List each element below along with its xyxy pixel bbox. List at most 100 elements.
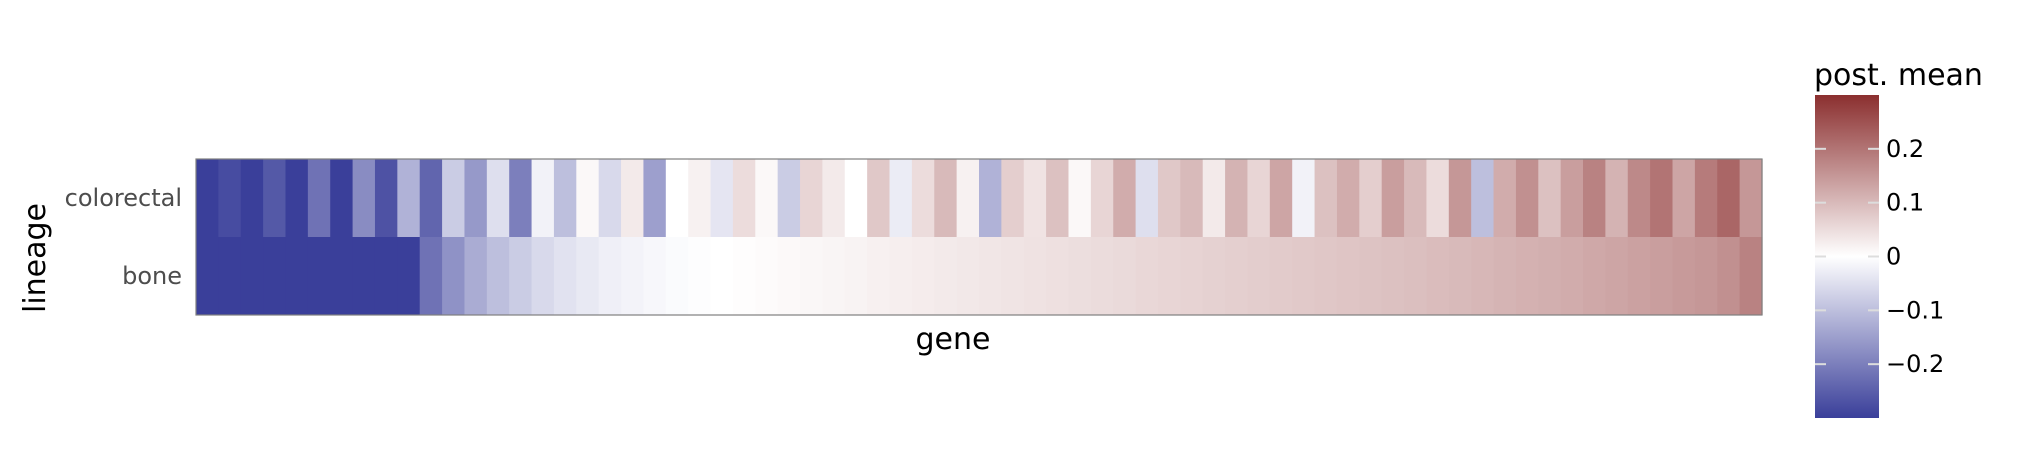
heatmap-cell-colorectal-65 <box>1650 159 1674 237</box>
heatmap-cell-bone-58 <box>1493 237 1517 315</box>
heatmap-cell-colorectal-2 <box>240 159 264 237</box>
heatmap-cell-colorectal-42 <box>1135 159 1159 237</box>
heatmap-cell-colorectal-10 <box>419 159 443 237</box>
heatmap-cell-bone-19 <box>621 237 645 315</box>
heatmap-cell-bone-1 <box>218 237 242 315</box>
heatmap-cell-colorectal-56 <box>1448 159 1472 237</box>
legend-tick-label-4: 0.2 <box>1886 135 1924 163</box>
heatmap-cell-bone-14 <box>509 237 533 315</box>
heatmap-cell-colorectal-11 <box>442 159 466 237</box>
heatmap-cell-colorectal-66 <box>1672 159 1696 237</box>
heatmap-cell-bone-55 <box>1426 237 1450 315</box>
heatmap-cell-bone-3 <box>263 237 287 315</box>
legend-tick-label-2: 0 <box>1886 243 1901 271</box>
heatmap-cell-bone-39 <box>1068 237 1092 315</box>
heatmap-cell-bone-68 <box>1717 237 1741 315</box>
heatmap-cell-bone-54 <box>1404 237 1428 315</box>
heatmap-cell-bone-48 <box>1269 237 1293 315</box>
heatmap-cell-colorectal-27 <box>800 159 823 237</box>
heatmap-cell-colorectal-21 <box>665 159 689 237</box>
heatmap-cell-colorectal-45 <box>1202 159 1226 237</box>
heatmap-cell-bone-9 <box>397 237 421 315</box>
heatmap-cell-bone-13 <box>486 237 510 315</box>
heatmap-cell-colorectal-3 <box>263 159 287 237</box>
heatmap-cell-bone-67 <box>1694 237 1718 315</box>
heatmap-cell-bone-57 <box>1471 237 1495 315</box>
heatmap-cell-bone-60 <box>1538 237 1562 315</box>
x-axis-title: gene <box>916 322 991 357</box>
heatmap-cell-colorectal-68 <box>1717 159 1741 237</box>
heatmap-cell-bone-7 <box>352 237 376 315</box>
legend-tick-label-0: −0.2 <box>1886 350 1944 378</box>
heatmap-cell-colorectal-44 <box>1180 159 1204 237</box>
heatmap-cell-bone-50 <box>1314 237 1338 315</box>
heatmap-cell-bone-69 <box>1739 237 1763 315</box>
heatmap-cell-colorectal-12 <box>464 159 488 237</box>
heatmap-cell-colorectal-52 <box>1359 159 1383 237</box>
heatmap-cell-bone-38 <box>1046 237 1070 315</box>
heatmap-cell-bone-12 <box>464 237 488 315</box>
heatmap-cell-colorectal-61 <box>1560 159 1584 237</box>
heatmap-cell-colorectal-59 <box>1515 159 1539 237</box>
heatmap-cell-bone-59 <box>1515 237 1539 315</box>
heatmap-cell-bone-15 <box>531 237 555 315</box>
heatmap-cell-colorectal-63 <box>1605 159 1629 237</box>
heatmap-cell-bone-32 <box>911 237 935 315</box>
heatmap-cell-bone-0 <box>196 237 219 315</box>
heatmap-cell-colorectal-43 <box>1157 159 1181 237</box>
heatmap-cell-bone-34 <box>956 237 980 315</box>
heatmap-cell-colorectal-6 <box>330 159 354 237</box>
heatmap-cell-bone-47 <box>1247 237 1271 315</box>
heatmap-cell-bone-63 <box>1605 237 1629 315</box>
heatmap-cell-bone-5 <box>307 237 331 315</box>
heatmap-cell-bone-65 <box>1650 237 1674 315</box>
heatmap-cell-colorectal-60 <box>1538 159 1562 237</box>
heatmap-cell-colorectal-5 <box>307 159 331 237</box>
heatmap-cell-bone-22 <box>688 237 712 315</box>
heatmap-cell-colorectal-47 <box>1247 159 1271 237</box>
heatmap-cell-colorectal-50 <box>1314 159 1338 237</box>
heatmap-cell-colorectal-28 <box>822 159 846 237</box>
heatmap-cell-bone-52 <box>1359 237 1383 315</box>
heatmap-cell-colorectal-4 <box>285 159 309 237</box>
heatmap-cell-bone-49 <box>1292 237 1316 315</box>
heatmap-cell-colorectal-22 <box>688 159 712 237</box>
heatmap-cell-colorectal-18 <box>598 159 622 237</box>
heatmap-cell-bone-64 <box>1627 237 1651 315</box>
heatmap-cell-bone-17 <box>576 237 600 315</box>
heatmap-cell-colorectal-14 <box>509 159 533 237</box>
heatmap-cell-colorectal-24 <box>732 159 756 237</box>
heatmap-cell-colorectal-19 <box>621 159 645 237</box>
heatmap-cell-colorectal-62 <box>1583 159 1606 237</box>
heatmap-cell-colorectal-41 <box>1113 159 1137 237</box>
legend-title: post. mean <box>1814 58 1983 93</box>
heatmap-cell-bone-2 <box>240 237 264 315</box>
heatmap-cell-bone-41 <box>1113 237 1137 315</box>
heatmap-cell-colorectal-39 <box>1068 159 1092 237</box>
heatmap-cell-colorectal-15 <box>531 159 555 237</box>
heatmap-cell-colorectal-30 <box>867 159 891 237</box>
heatmap-cell-bone-16 <box>553 237 577 315</box>
heatmap-cell-colorectal-26 <box>777 159 801 237</box>
heatmap-cell-colorectal-34 <box>956 159 980 237</box>
heatmap-cell-bone-61 <box>1560 237 1584 315</box>
heatmap-cell-bone-11 <box>442 237 466 315</box>
heatmap-cell-bone-20 <box>643 237 667 315</box>
heatmap-cell-colorectal-25 <box>755 159 779 237</box>
heatmap-cell-bone-31 <box>889 237 913 315</box>
heatmap-cell-colorectal-48 <box>1269 159 1293 237</box>
heatmap-cell-colorectal-20 <box>643 159 667 237</box>
heatmap-cell-bone-23 <box>710 237 734 315</box>
heatmap-cell-colorectal-40 <box>1090 159 1114 237</box>
heatmap-cell-bone-40 <box>1090 237 1114 315</box>
heatmap-cell-bone-29 <box>844 237 868 315</box>
heatmap-cell-colorectal-57 <box>1471 159 1495 237</box>
heatmap-cell-bone-8 <box>374 237 398 315</box>
heatmap-cell-bone-27 <box>800 237 823 315</box>
heatmap-cell-bone-24 <box>732 237 756 315</box>
heatmap-cell-bone-10 <box>419 237 443 315</box>
heatmap-cell-colorectal-9 <box>397 159 421 237</box>
heatmap-cell-bone-35 <box>979 237 1002 315</box>
legend-tick-label-3: 0.1 <box>1886 189 1924 217</box>
